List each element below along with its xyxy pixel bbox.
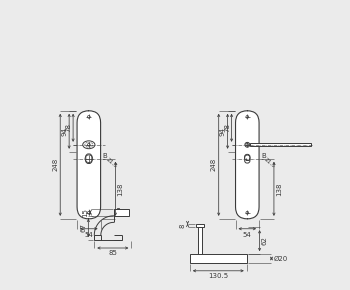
Text: 138: 138 bbox=[118, 182, 124, 195]
Text: 138: 138 bbox=[276, 182, 282, 195]
Text: B: B bbox=[261, 153, 266, 159]
Bar bbox=[117, 208, 119, 209]
FancyBboxPatch shape bbox=[236, 111, 259, 219]
Text: 62: 62 bbox=[261, 236, 268, 245]
Text: 78: 78 bbox=[224, 123, 230, 132]
Text: 78: 78 bbox=[65, 123, 72, 132]
Text: 15: 15 bbox=[82, 208, 88, 217]
Text: 8: 8 bbox=[180, 223, 186, 228]
Text: 85: 85 bbox=[108, 250, 117, 256]
Text: 54: 54 bbox=[84, 232, 93, 238]
FancyBboxPatch shape bbox=[86, 154, 92, 164]
Text: 130.5: 130.5 bbox=[208, 273, 228, 279]
Bar bbox=[250, 143, 310, 146]
FancyBboxPatch shape bbox=[245, 154, 250, 163]
Text: B: B bbox=[103, 153, 107, 159]
Text: 21.5: 21.5 bbox=[263, 157, 276, 169]
Text: 54: 54 bbox=[243, 232, 252, 238]
Text: 94: 94 bbox=[61, 127, 67, 136]
Text: 248: 248 bbox=[52, 158, 58, 171]
Bar bbox=[190, 254, 247, 263]
Text: Ø20: Ø20 bbox=[273, 255, 288, 262]
Text: 248: 248 bbox=[211, 158, 217, 171]
Text: 21.5: 21.5 bbox=[105, 157, 118, 169]
Bar bbox=[196, 224, 204, 227]
Text: 94: 94 bbox=[220, 127, 226, 136]
Bar bbox=[114, 209, 129, 216]
FancyBboxPatch shape bbox=[77, 111, 100, 219]
Bar bbox=[198, 227, 202, 254]
Text: 67: 67 bbox=[80, 224, 86, 233]
